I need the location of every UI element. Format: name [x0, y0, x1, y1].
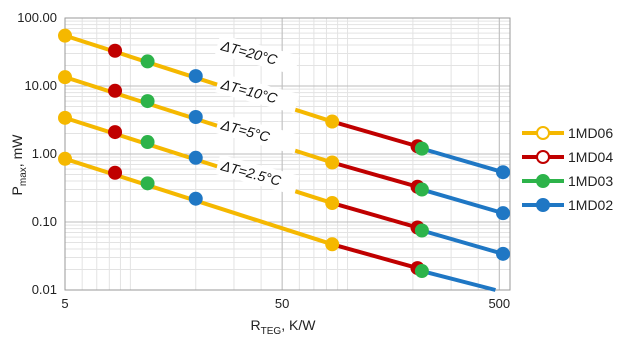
x-tick-label: 500	[488, 296, 510, 311]
series-line-1md02	[421, 187, 504, 216]
curve-label-background	[215, 34, 300, 75]
marker-1md03	[140, 94, 155, 109]
x-tick-label: 5	[61, 296, 68, 311]
legend-item-1md02: 1MD02	[522, 197, 613, 213]
marker-1md04	[108, 83, 123, 98]
curve-label: ΔT=20°C	[215, 34, 300, 75]
y-tick-label: 0.01	[32, 282, 57, 297]
marker-1md06	[325, 114, 340, 129]
series-line-1md04	[331, 119, 419, 149]
legend-item-1md04: 1MD04	[522, 149, 613, 165]
marker-1md06	[58, 151, 72, 166]
curve-label-text: ΔT=10°C	[218, 76, 279, 107]
legend-marker	[536, 126, 550, 140]
x-axis-label-main: R	[251, 317, 261, 333]
marker-1md02	[496, 165, 511, 180]
series-markers	[58, 28, 511, 279]
marker-1md03	[140, 54, 155, 69]
marker-1md03	[414, 264, 429, 279]
curve-label-background	[215, 72, 300, 114]
marker-1md06	[58, 70, 72, 85]
curve-annotations: ΔT=20°C ΔT=10°C ΔT=5°CΔT=2.5°C	[215, 34, 300, 196]
y-tick-label: 100.00	[17, 10, 57, 25]
marker-1md02	[188, 110, 203, 125]
y-axis-label-sub: max	[18, 167, 29, 186]
marker-1md06	[58, 110, 72, 125]
marker-1md02	[188, 191, 203, 206]
series-line-1md04	[331, 242, 419, 271]
legend-label: 1MD03	[568, 173, 613, 189]
curve-label-background	[215, 113, 300, 155]
marker-1md04	[108, 125, 123, 140]
marker-1md03	[414, 141, 429, 156]
series-line-1md04	[331, 160, 419, 189]
legend-label: 1MD04	[568, 149, 613, 165]
y-tick-label: 10.00	[24, 78, 57, 93]
marker-1md06	[58, 28, 72, 43]
legend-item-1md06: 1MD06	[522, 125, 613, 141]
marker-1md04	[108, 165, 123, 180]
legend-marker	[536, 174, 550, 188]
x-axis-label-rest: , K/W	[281, 317, 316, 333]
x-tick-labels: 5 50 500	[61, 296, 510, 311]
series-line-1md02	[421, 269, 496, 292]
legend: 1MD06 1MD04 1MD03 1MD02	[522, 125, 613, 213]
x-tick-label: 50	[275, 296, 289, 311]
marker-1md02	[188, 150, 203, 165]
marker-1md03	[414, 223, 429, 238]
curve-label-text: ΔT=2.5°C	[218, 157, 283, 189]
curve-label-background	[215, 154, 300, 196]
legend-label: 1MD06	[568, 125, 613, 141]
marker-1md06	[325, 196, 340, 211]
x-axis-label-sub: TEG	[261, 326, 282, 337]
legend-label: 1MD02	[568, 197, 613, 213]
legend-marker	[536, 198, 550, 212]
marker-1md04	[108, 43, 123, 58]
series-line-1md04	[331, 201, 419, 230]
marker-1md03	[140, 176, 155, 191]
marker-1md03	[414, 182, 429, 197]
series-line-1md02	[421, 228, 504, 256]
curve-label: ΔT=10°C	[215, 72, 300, 114]
marker-1md03	[140, 135, 155, 150]
marker-1md06	[325, 237, 340, 252]
y-axis-label-rest: , mW	[9, 134, 25, 167]
marker-1md02	[496, 206, 511, 221]
marker-1md06	[325, 155, 340, 170]
y-axis-label: Pmax, mW	[9, 134, 29, 196]
y-tick-label: 1.00	[32, 146, 57, 161]
curve-label-text: ΔT=20°C	[218, 37, 279, 68]
y-axis-label-main: P	[9, 186, 25, 195]
series-line-1md02	[421, 146, 504, 175]
marker-1md02	[496, 246, 511, 261]
y-tick-labels: 0.01 0.10 1.00 10.00 100.00	[17, 10, 57, 297]
legend-marker	[536, 150, 550, 164]
marker-1md02	[188, 69, 203, 84]
curve-label: ΔT=5°C	[215, 113, 300, 155]
x-axis-label: RTEG, K/W	[251, 317, 317, 337]
legend-item-1md03: 1MD03	[522, 173, 613, 189]
y-tick-label: 0.10	[32, 214, 57, 229]
